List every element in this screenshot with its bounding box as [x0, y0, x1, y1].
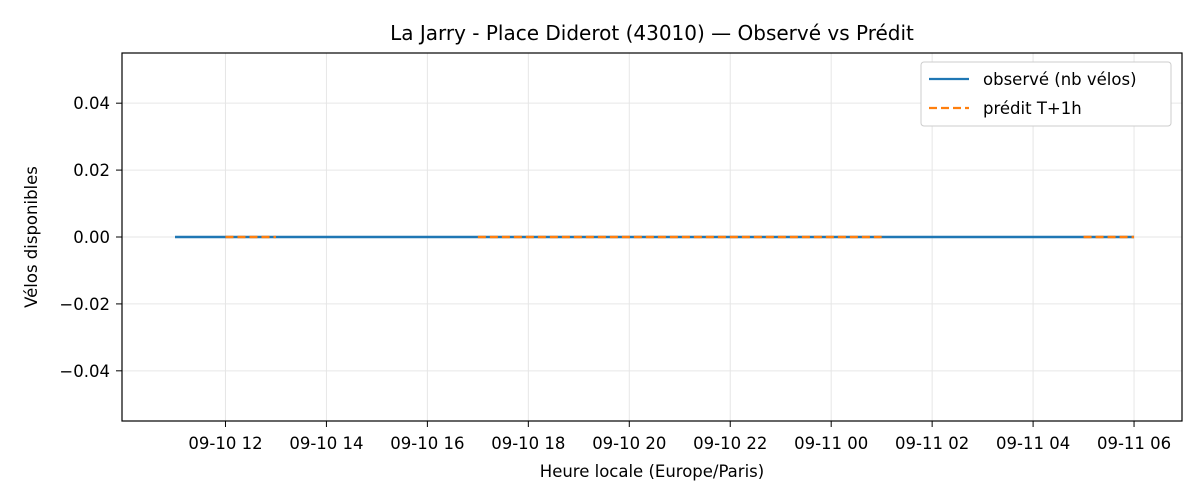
- y-tick-label: 0.04: [73, 94, 110, 113]
- legend: observé (nb vélos) prédit T+1h: [920, 61, 1172, 127]
- y-tick-label: −0.04: [59, 362, 110, 381]
- y-axis-label: Vélos disponibles: [22, 166, 41, 308]
- legend-entry-predicted: prédit T+1h: [983, 99, 1082, 118]
- x-tick-label: 09-10 14: [289, 434, 363, 453]
- x-axis-label: Heure locale (Europe/Paris): [540, 462, 764, 481]
- x-axis: 09-10 12 09-10 14 09-10 16 09-10 18 09-10 20…: [188, 421, 1171, 453]
- y-tick-label: 0.02: [73, 161, 110, 180]
- x-tick-label: 09-10 12: [188, 434, 262, 453]
- y-tick-label: −0.02: [59, 295, 110, 314]
- legend-box: [920, 61, 1172, 127]
- legend-entry-observed: observé (nb vélos): [983, 70, 1137, 89]
- x-tick-label: 09-11 06: [1097, 434, 1171, 453]
- x-tick-label: 09-11 00: [794, 434, 868, 453]
- y-axis: −0.04 −0.02 0.00 0.02 0.04: [59, 94, 122, 381]
- x-tick-label: 09-10 16: [390, 434, 464, 453]
- y-tick-label: 0.00: [73, 228, 110, 247]
- x-tick-label: 09-10 22: [693, 434, 767, 453]
- x-tick-label: 09-11 02: [895, 434, 969, 453]
- x-tick-label: 09-10 20: [592, 434, 666, 453]
- x-tick-label: 09-10 18: [491, 434, 565, 453]
- chart-title: La Jarry - Place Diderot (43010) — Obser…: [390, 21, 914, 45]
- x-tick-label: 09-11 04: [996, 434, 1070, 453]
